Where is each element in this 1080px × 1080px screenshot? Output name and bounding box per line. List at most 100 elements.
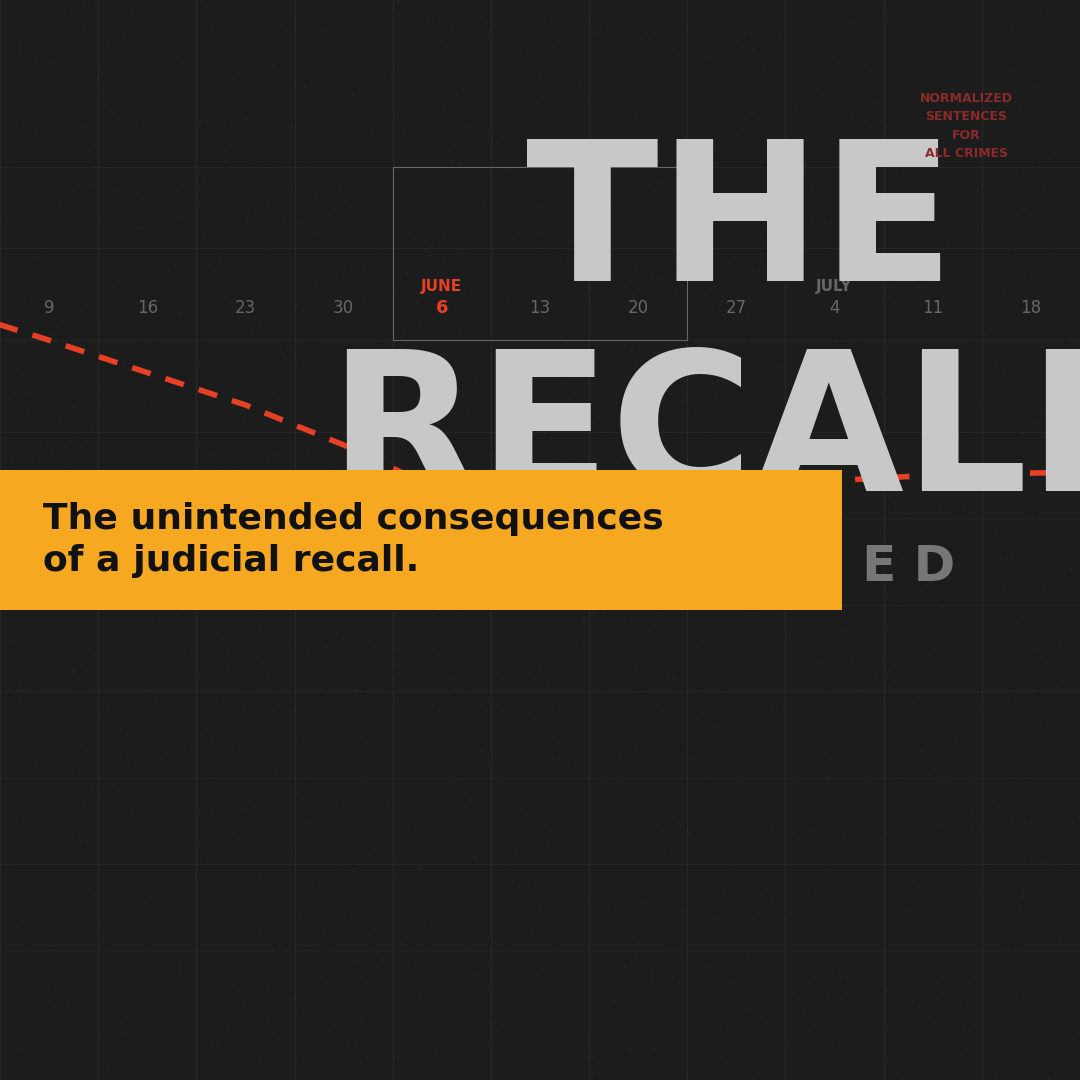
Point	[498, 194, 515, 212]
Point	[217, 324, 234, 341]
Point	[352, 634, 369, 651]
Point	[698, 211, 715, 228]
Point	[24, 737, 41, 754]
Point	[733, 772, 751, 789]
Point	[550, 341, 567, 359]
Point	[566, 591, 583, 608]
Point	[139, 1010, 157, 1027]
Point	[939, 409, 956, 427]
Point	[86, 647, 104, 664]
Point	[46, 453, 64, 470]
Point	[144, 669, 161, 686]
Point	[411, 990, 429, 1008]
Point	[145, 914, 162, 931]
Point	[3, 365, 21, 382]
Point	[406, 1026, 423, 1043]
Point	[333, 361, 350, 378]
Point	[233, 293, 251, 310]
Point	[502, 542, 519, 559]
Point	[57, 983, 75, 1000]
Point	[82, 179, 99, 197]
Point	[694, 640, 712, 658]
Point	[303, 908, 321, 926]
Point	[287, 472, 305, 489]
Point	[837, 24, 854, 41]
Point	[46, 932, 64, 949]
Point	[597, 996, 615, 1013]
Point	[330, 14, 348, 31]
Point	[685, 847, 702, 864]
Point	[8, 610, 25, 627]
Point	[603, 258, 620, 275]
Point	[402, 512, 419, 529]
Point	[677, 325, 694, 342]
Point	[365, 105, 382, 122]
Point	[907, 929, 924, 946]
Point	[52, 748, 69, 766]
Point	[654, 638, 672, 656]
Point	[173, 1038, 190, 1055]
Point	[801, 699, 819, 716]
Point	[685, 563, 702, 580]
Point	[943, 360, 960, 377]
Point	[717, 337, 734, 354]
Point	[960, 720, 977, 738]
Point	[234, 691, 252, 708]
Point	[261, 670, 279, 687]
Point	[372, 27, 389, 44]
Point	[1054, 760, 1071, 778]
Point	[935, 699, 953, 716]
Point	[580, 519, 597, 537]
Point	[147, 1028, 164, 1045]
Point	[131, 327, 148, 345]
Point	[963, 163, 981, 180]
Point	[727, 219, 744, 237]
Point	[217, 721, 234, 739]
Point	[858, 874, 875, 891]
Point	[1063, 1045, 1080, 1063]
Point	[492, 362, 510, 379]
Point	[444, 91, 461, 108]
Point	[563, 577, 580, 594]
Point	[174, 211, 191, 228]
Point	[879, 781, 896, 798]
Point	[933, 229, 950, 246]
Point	[444, 617, 461, 634]
Point	[760, 630, 778, 647]
Point	[321, 468, 338, 485]
Point	[946, 370, 963, 388]
Point	[98, 180, 116, 198]
Point	[564, 217, 581, 234]
Point	[613, 485, 631, 502]
Point	[410, 234, 428, 252]
Point	[219, 197, 237, 214]
Point	[806, 684, 823, 701]
Point	[211, 944, 228, 961]
Point	[312, 719, 329, 737]
Point	[920, 995, 937, 1012]
Point	[708, 134, 726, 151]
Point	[680, 958, 698, 975]
Point	[705, 635, 723, 652]
Point	[990, 1031, 1008, 1049]
Point	[971, 1005, 988, 1023]
Point	[964, 933, 982, 950]
Point	[842, 910, 860, 928]
Point	[41, 350, 58, 367]
Point	[599, 256, 617, 273]
Point	[192, 851, 210, 868]
Point	[264, 774, 281, 792]
Point	[191, 161, 208, 178]
Point	[944, 444, 961, 461]
Point	[888, 114, 905, 132]
Point	[620, 326, 637, 343]
Point	[214, 881, 231, 899]
Point	[146, 73, 163, 91]
Point	[343, 1065, 361, 1080]
Point	[432, 489, 449, 507]
Point	[24, 261, 41, 279]
Point	[1053, 289, 1070, 307]
Point	[646, 519, 663, 537]
Point	[707, 704, 725, 721]
Point	[367, 931, 384, 948]
